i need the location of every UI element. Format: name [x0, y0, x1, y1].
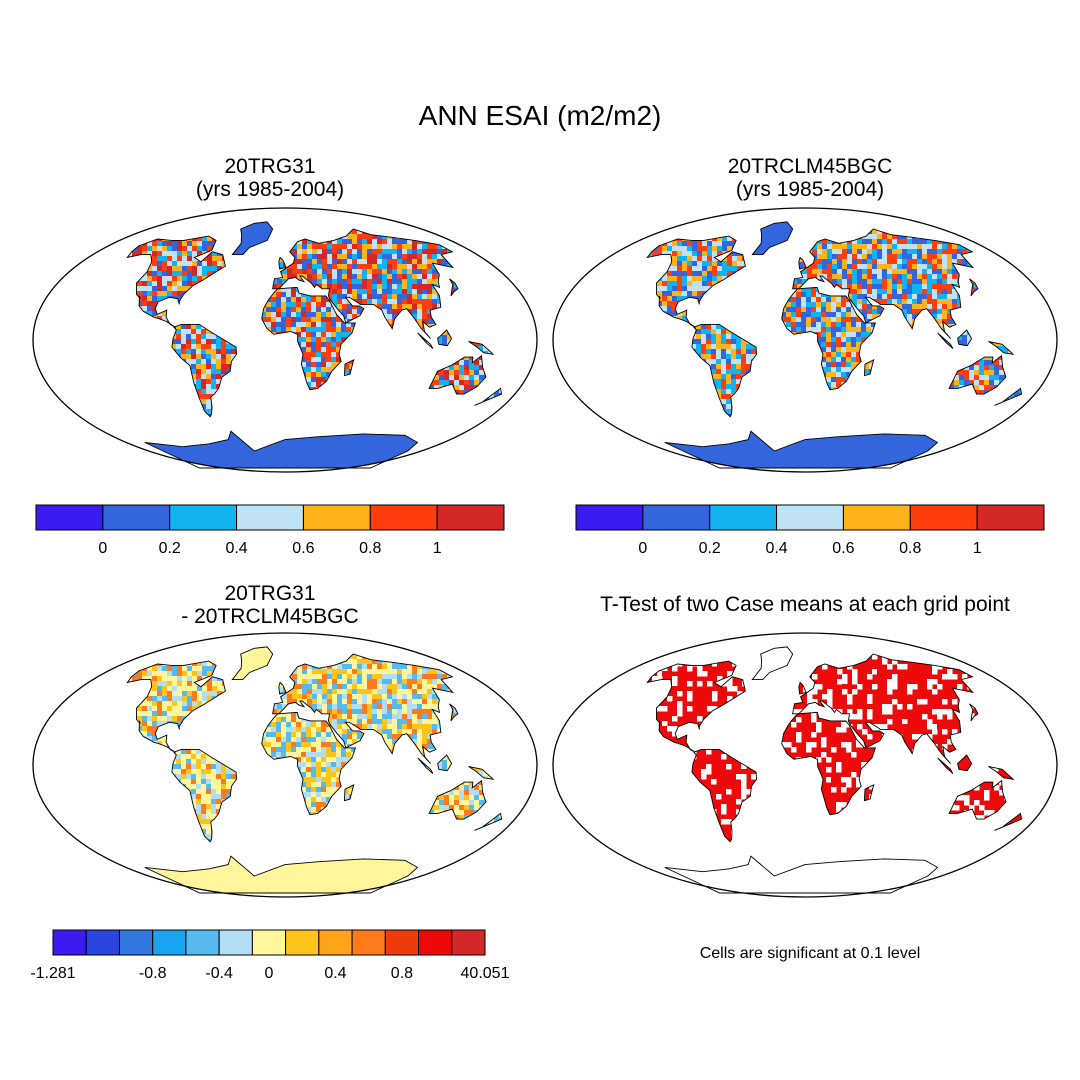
colorbar-tick-label: 0.6 [832, 540, 854, 557]
colorbar-tick-label: 1 [433, 540, 442, 557]
panel-3-title-line1: 20TRG31 [224, 582, 316, 605]
colorbar-tick-label: 0 [265, 965, 274, 982]
colorbar-swatch [418, 929, 453, 956]
colorbar-swatch [842, 504, 911, 531]
panel-1-title-line2: (yrs 1985-2004) [195, 178, 345, 201]
colorbar-tick-label: 0 [638, 540, 647, 557]
panel-2-title-line2: (yrs 1985-2004) [735, 178, 885, 201]
land-fill-layer [127, 221, 502, 468]
colorbar-swatch [976, 504, 1045, 531]
colorbar-tick-label: 0.8 [391, 965, 413, 982]
colorbar-tick-label: 0.6 [292, 540, 314, 557]
colorbar-tick-label: 0.4 [225, 540, 247, 557]
colorbar-swatch [776, 504, 844, 531]
panel-2-title: 20TRCLM45BGC (yrs 1985-2004) [660, 155, 960, 201]
colorbar-tick-label: 0.8 [899, 540, 921, 557]
colorbar-case-1: 0 0.2 0.4 0.6 0.8 1 [35, 504, 505, 557]
colorbar-swatch [52, 929, 87, 956]
colorbar-swatch [436, 504, 505, 531]
colorbar-swatch [218, 929, 253, 956]
colorbar-swatch [369, 504, 438, 531]
colorbar-swatch [236, 504, 304, 531]
significance-note: Cells are significant at 0.1 level [699, 945, 921, 962]
panel-3-title-line2: - 20TRCLM45BGC [181, 605, 359, 628]
colorbar-swatch [169, 504, 238, 531]
panel-3-title: 20TRG31 - 20TRCLM45BGC [120, 582, 420, 628]
colorbar-swatch [909, 504, 978, 531]
colorbar-case-2: 0 0.2 0.4 0.6 0.8 1 [575, 504, 1045, 557]
panel-1-title: 20TRG31 (yrs 1985-2004) [120, 155, 420, 201]
colorbar-tick-label: 40.051 [461, 965, 510, 982]
figure-title: ANN ESAI (m2/m2) [418, 100, 662, 131]
colorbar-swatch [251, 929, 287, 956]
colorbar-tick-label: 0 [98, 540, 107, 557]
colorbar-tick-label: 1 [973, 540, 982, 557]
colorbar-swatch [185, 929, 220, 956]
map-20trclm45bgc [552, 207, 1058, 473]
colorbar-swatch [451, 929, 486, 956]
panel-1-title-line1: 20TRG31 [224, 155, 316, 178]
land-fill-layer [127, 646, 502, 893]
colorbar-tick-label: 0.2 [699, 540, 721, 557]
colorbar-swatch [351, 929, 386, 956]
colorbar-tick-label: 0.8 [359, 540, 381, 557]
colorbar-swatch [102, 504, 171, 531]
colorbar-tick-label: -0.4 [205, 965, 233, 982]
colorbar-swatch [35, 504, 104, 531]
map-ttest [552, 632, 1058, 898]
map-difference [32, 632, 538, 898]
panel-2-title-line1: 20TRCLM45BGC [727, 155, 893, 178]
map-20trg31 [32, 207, 538, 473]
colorbar-swatch [575, 504, 644, 531]
colorbar-swatch [118, 929, 154, 956]
colorbar-swatch [85, 929, 120, 956]
colorbar-tick-label: -0.8 [139, 965, 167, 982]
colorbar-swatch [384, 929, 420, 956]
colorbar-tick-label: 0.4 [324, 965, 346, 982]
colorbar-swatch [152, 929, 187, 956]
colorbar-tick-label: -1.281 [30, 965, 75, 982]
colorbar-diff: -1.281 -0.8 -0.4 0 0.4 0.8 40.051 [30, 929, 510, 982]
colorbar-swatch [318, 929, 353, 956]
colorbar-swatch [642, 504, 711, 531]
colorbar-swatch [302, 504, 371, 531]
panel-4-title: T-Test of two Case means at each grid po… [600, 593, 1010, 616]
colorbar-swatch [285, 929, 320, 956]
colorbar-tick-label: 0.2 [159, 540, 181, 557]
colorbar-swatch [709, 504, 778, 531]
colorbar-tick-label: 0.4 [765, 540, 787, 557]
